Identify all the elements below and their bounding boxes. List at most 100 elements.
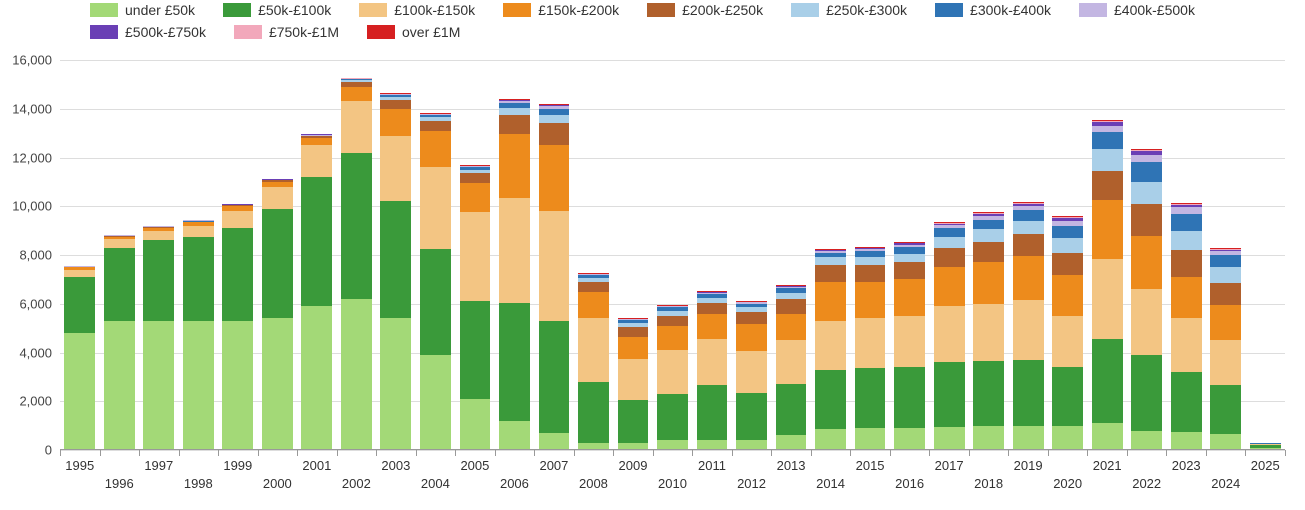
- bar-segment: [657, 307, 688, 311]
- bar-segment: [341, 78, 372, 79]
- x-tick: [218, 450, 219, 456]
- bar-segment: [1013, 426, 1044, 450]
- bar-segment: [1210, 267, 1241, 283]
- bar-segment: [736, 302, 767, 303]
- bar-segment: [618, 323, 649, 327]
- x-tick: [1087, 450, 1088, 456]
- bar-group: [1210, 60, 1241, 450]
- bar-segment: [1131, 182, 1162, 204]
- bar-segment: [539, 321, 570, 433]
- bar-segment: [894, 245, 925, 247]
- x-tick: [574, 450, 575, 456]
- bar-segment: [697, 292, 728, 293]
- bar-segment: [262, 179, 293, 180]
- bar-segment: [460, 170, 491, 174]
- bar-segment: [776, 287, 807, 289]
- bar-segment: [460, 212, 491, 301]
- x-tick-label: 2024: [1211, 476, 1240, 491]
- bar-segment: [934, 223, 965, 224]
- bar-segment: [262, 180, 293, 182]
- legend-swatch: [359, 3, 387, 17]
- bar-segment: [1171, 207, 1202, 213]
- bar-segment: [64, 266, 95, 267]
- bar-segment: [104, 248, 135, 321]
- bar-segment: [222, 211, 253, 228]
- x-axis: [60, 449, 1285, 450]
- y-tick-label: 0: [45, 443, 52, 458]
- x-tick: [337, 450, 338, 456]
- bar-segment: [1092, 132, 1123, 149]
- bar-segment: [380, 109, 411, 136]
- bar-group: [697, 60, 728, 450]
- bar-segment: [736, 301, 767, 302]
- bar-segment: [143, 240, 174, 320]
- bar-segment: [1131, 149, 1162, 150]
- bar-segment: [815, 257, 846, 264]
- bar-segment: [301, 136, 332, 138]
- x-tick-label: 2010: [658, 476, 687, 491]
- bar-segment: [420, 114, 451, 115]
- bar-segment: [1171, 205, 1202, 208]
- x-tick: [929, 450, 930, 456]
- bar-group: [1131, 60, 1162, 450]
- legend-item: £200k-£250k: [647, 2, 763, 18]
- bar-segment: [262, 209, 293, 319]
- bar-group: [776, 60, 807, 450]
- bar-segment: [1052, 426, 1083, 450]
- legend-swatch: [90, 25, 118, 39]
- x-tick: [1166, 450, 1167, 456]
- legend-item: £50k-£100k: [223, 2, 331, 18]
- bar-segment: [618, 318, 649, 319]
- bar-segment: [1052, 275, 1083, 316]
- legend-label: £250k-£300k: [826, 2, 907, 18]
- bar-segment: [1052, 218, 1083, 221]
- bar-segment: [736, 312, 767, 324]
- x-tick: [732, 450, 733, 456]
- bar-group: [1171, 60, 1202, 450]
- x-tick: [179, 450, 180, 456]
- bar-segment: [460, 173, 491, 183]
- x-tick-label: 2017: [935, 458, 964, 473]
- bar-segment: [894, 316, 925, 367]
- legend-swatch: [791, 3, 819, 17]
- bar-segment: [776, 299, 807, 314]
- bar-segment: [1052, 253, 1083, 275]
- bar-segment: [1250, 444, 1281, 445]
- y-tick-label: 6,000: [19, 296, 52, 311]
- legend-swatch: [90, 3, 118, 17]
- bar-segment: [973, 214, 1004, 216]
- bar-segment: [934, 427, 965, 450]
- bar-segment: [973, 304, 1004, 361]
- x-tick-label: 1995: [65, 458, 94, 473]
- bar-segment: [262, 187, 293, 209]
- bar-segment: [736, 324, 767, 351]
- x-tick: [1008, 450, 1009, 456]
- bar-segment: [1210, 249, 1241, 251]
- bar-segment: [262, 182, 293, 187]
- bar-segment: [1171, 250, 1202, 277]
- x-tick-label: 2005: [460, 458, 489, 473]
- legend-label: £50k-£100k: [258, 2, 331, 18]
- bar-segment: [934, 223, 965, 225]
- bar-segment: [1052, 316, 1083, 367]
- bar-segment: [1171, 214, 1202, 231]
- bar-group: [64, 60, 95, 450]
- bar-segment: [894, 254, 925, 263]
- bar-segment: [973, 216, 1004, 220]
- x-tick: [258, 450, 259, 456]
- legend-label: £750k-£1M: [269, 24, 339, 40]
- bar-segment: [1092, 120, 1123, 121]
- bar-segment: [380, 94, 411, 95]
- x-tick-label: 2018: [974, 476, 1003, 491]
- x-tick-label: 2014: [816, 476, 845, 491]
- bar-segment: [1250, 445, 1281, 447]
- legend-item: £150k-£200k: [503, 2, 619, 18]
- x-tick-label: 2019: [1014, 458, 1043, 473]
- x-tick: [100, 450, 101, 456]
- x-tick: [811, 450, 812, 456]
- bar-segment: [539, 106, 570, 108]
- bar-segment: [1131, 155, 1162, 162]
- bar-segment: [657, 316, 688, 326]
- bar-segment: [301, 138, 332, 145]
- bar-segment: [1171, 203, 1202, 204]
